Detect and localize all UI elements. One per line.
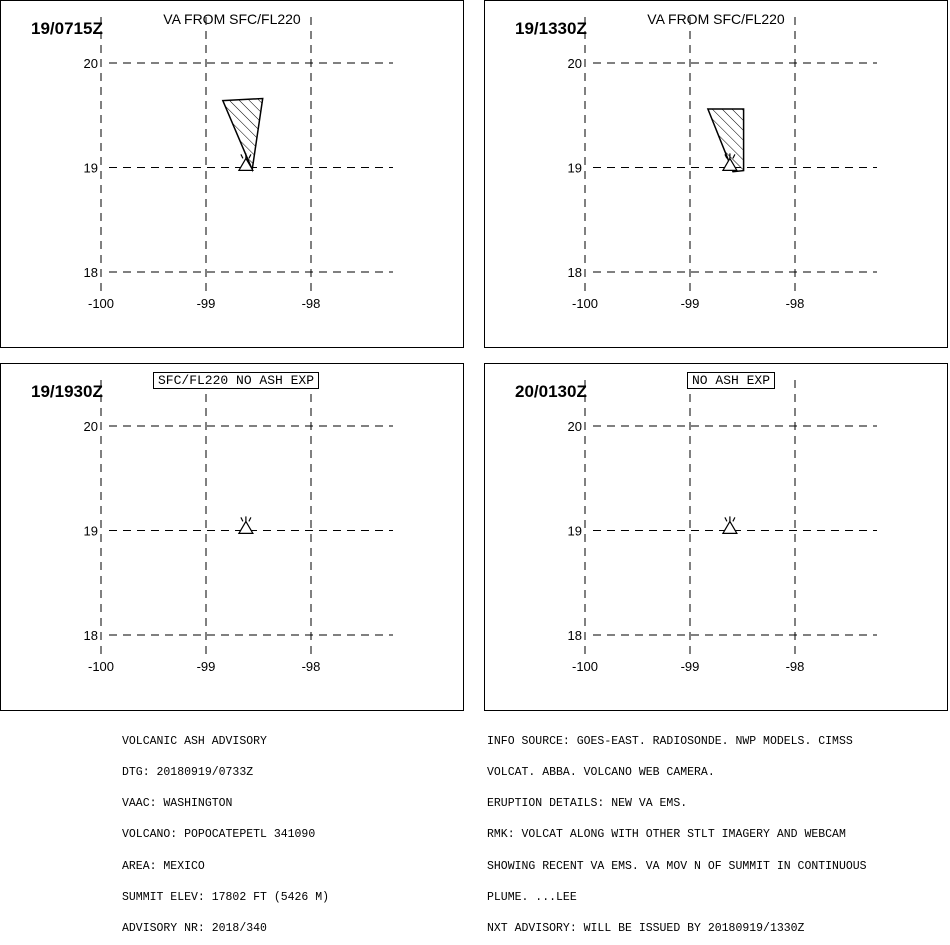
forecast-panel: 20 19 18 -100 -99 -98 19/1330Z VA FROM SFC/FL22… [484, 0, 948, 348]
latitude-label: 19 [84, 161, 98, 176]
no-ash-label: NO ASH EXP [687, 372, 776, 389]
latitude-label: 18 [568, 265, 582, 280]
forecast-panel: 20 19 18 -100 -99 -98 19/1930Z SFC/FL220 NO ASH… [0, 363, 464, 711]
longitude-label: -98 [786, 659, 805, 674]
longitude-label: -100 [572, 296, 598, 311]
longitude-label: -99 [197, 659, 216, 674]
forecast-map: 20 19 18 -100 -99 -98 [568, 17, 877, 311]
panel-title: VA FROM SFC/FL220 [163, 11, 301, 27]
ash-cloud-polygon [706, 108, 745, 173]
forecast-map: 20 19 18 -100 -99 -98 [84, 380, 393, 674]
latitude-label: 20 [568, 56, 582, 71]
latitude-label: 19 [568, 524, 582, 539]
advisory-line: VAAC: WASHINGTON [122, 797, 233, 811]
advisory-line: ERUPTION DETAILS: NEW VA EMS. [487, 797, 688, 811]
longitude-label: -100 [88, 659, 114, 674]
volcano-icon [721, 153, 738, 172]
longitude-label: -99 [681, 659, 700, 674]
advisory-header-left: VOLCANIC ASH ADVISORY DTG: 20180919/0733… [122, 716, 329, 945]
latitude-label: 20 [84, 419, 98, 434]
advisory-line: SHOWING RECENT VA EMS. VA MOV N OF SUMMI… [487, 859, 867, 873]
advisory-line: RMK: VOLCAT ALONG WITH OTHER STLT IMAGER… [487, 828, 846, 842]
longitude-label: -98 [302, 659, 321, 674]
volcano-icon [237, 516, 254, 535]
longitude-label: -100 [88, 296, 114, 311]
longitude-label: -100 [572, 659, 598, 674]
latitude-label: 18 [568, 628, 582, 643]
advisory-line: VOLCANO: POPOCATEPETL 341090 [122, 828, 316, 842]
advisory-line: PLUME. ...LEE [487, 890, 577, 904]
forecast-map: 20 19 18 -100 -99 -98 [84, 17, 393, 311]
advisory-line: NXT ADVISORY: WILL BE ISSUED BY 20180919… [487, 922, 805, 936]
latitude-label: 18 [84, 265, 98, 280]
longitude-label: -99 [197, 296, 216, 311]
longitude-label: -98 [302, 296, 321, 311]
latitude-label: 19 [568, 161, 582, 176]
no-ash-label: SFC/FL220 NO ASH EXP [153, 372, 320, 389]
panel-title: VA FROM SFC/FL220 [647, 11, 785, 27]
forecast-time-label: 19/1330Z [515, 19, 587, 38]
advisory-details-right: INFO SOURCE: GOES-EAST. RADIOSONDE. NWP … [487, 716, 867, 945]
advisory-line: VOLCAT. ABBA. VOLCANO WEB CAMERA. [487, 766, 715, 780]
advisory-line: INFO SOURCE: GOES-EAST. RADIOSONDE. NWP … [487, 734, 853, 748]
longitude-label: -98 [786, 296, 805, 311]
volcano-icon [721, 516, 738, 535]
forecast-time-label: 19/0715Z [31, 19, 103, 38]
advisory-line: AREA: MEXICO [122, 859, 205, 873]
latitude-label: 18 [84, 628, 98, 643]
volcano-icon [237, 153, 254, 172]
forecast-map: 20 19 18 -100 -99 -98 [568, 380, 877, 674]
advisory-line: VOLCANIC ASH ADVISORY [122, 734, 267, 748]
forecast-time-label: 19/1930Z [31, 382, 103, 401]
advisory-line: DTG: 20180919/0733Z [122, 766, 254, 780]
forecast-time-label: 20/0130Z [515, 382, 587, 401]
latitude-label: 20 [568, 419, 582, 434]
latitude-label: 19 [84, 524, 98, 539]
ash-cloud-polygon [221, 97, 264, 173]
advisory-line: ADVISORY NR: 2018/340 [122, 922, 267, 936]
advisory-line: SUMMIT ELEV: 17802 FT (5426 M) [122, 890, 330, 904]
forecast-panel: 20 19 18 -100 -99 -98 20/0130Z NO ASH EXP [484, 363, 948, 711]
forecast-panel: 20 19 18 -100 -99 -98 19/0715Z VA FROM SFC/FL22… [0, 0, 464, 348]
longitude-label: -99 [681, 296, 700, 311]
latitude-label: 20 [84, 56, 98, 71]
